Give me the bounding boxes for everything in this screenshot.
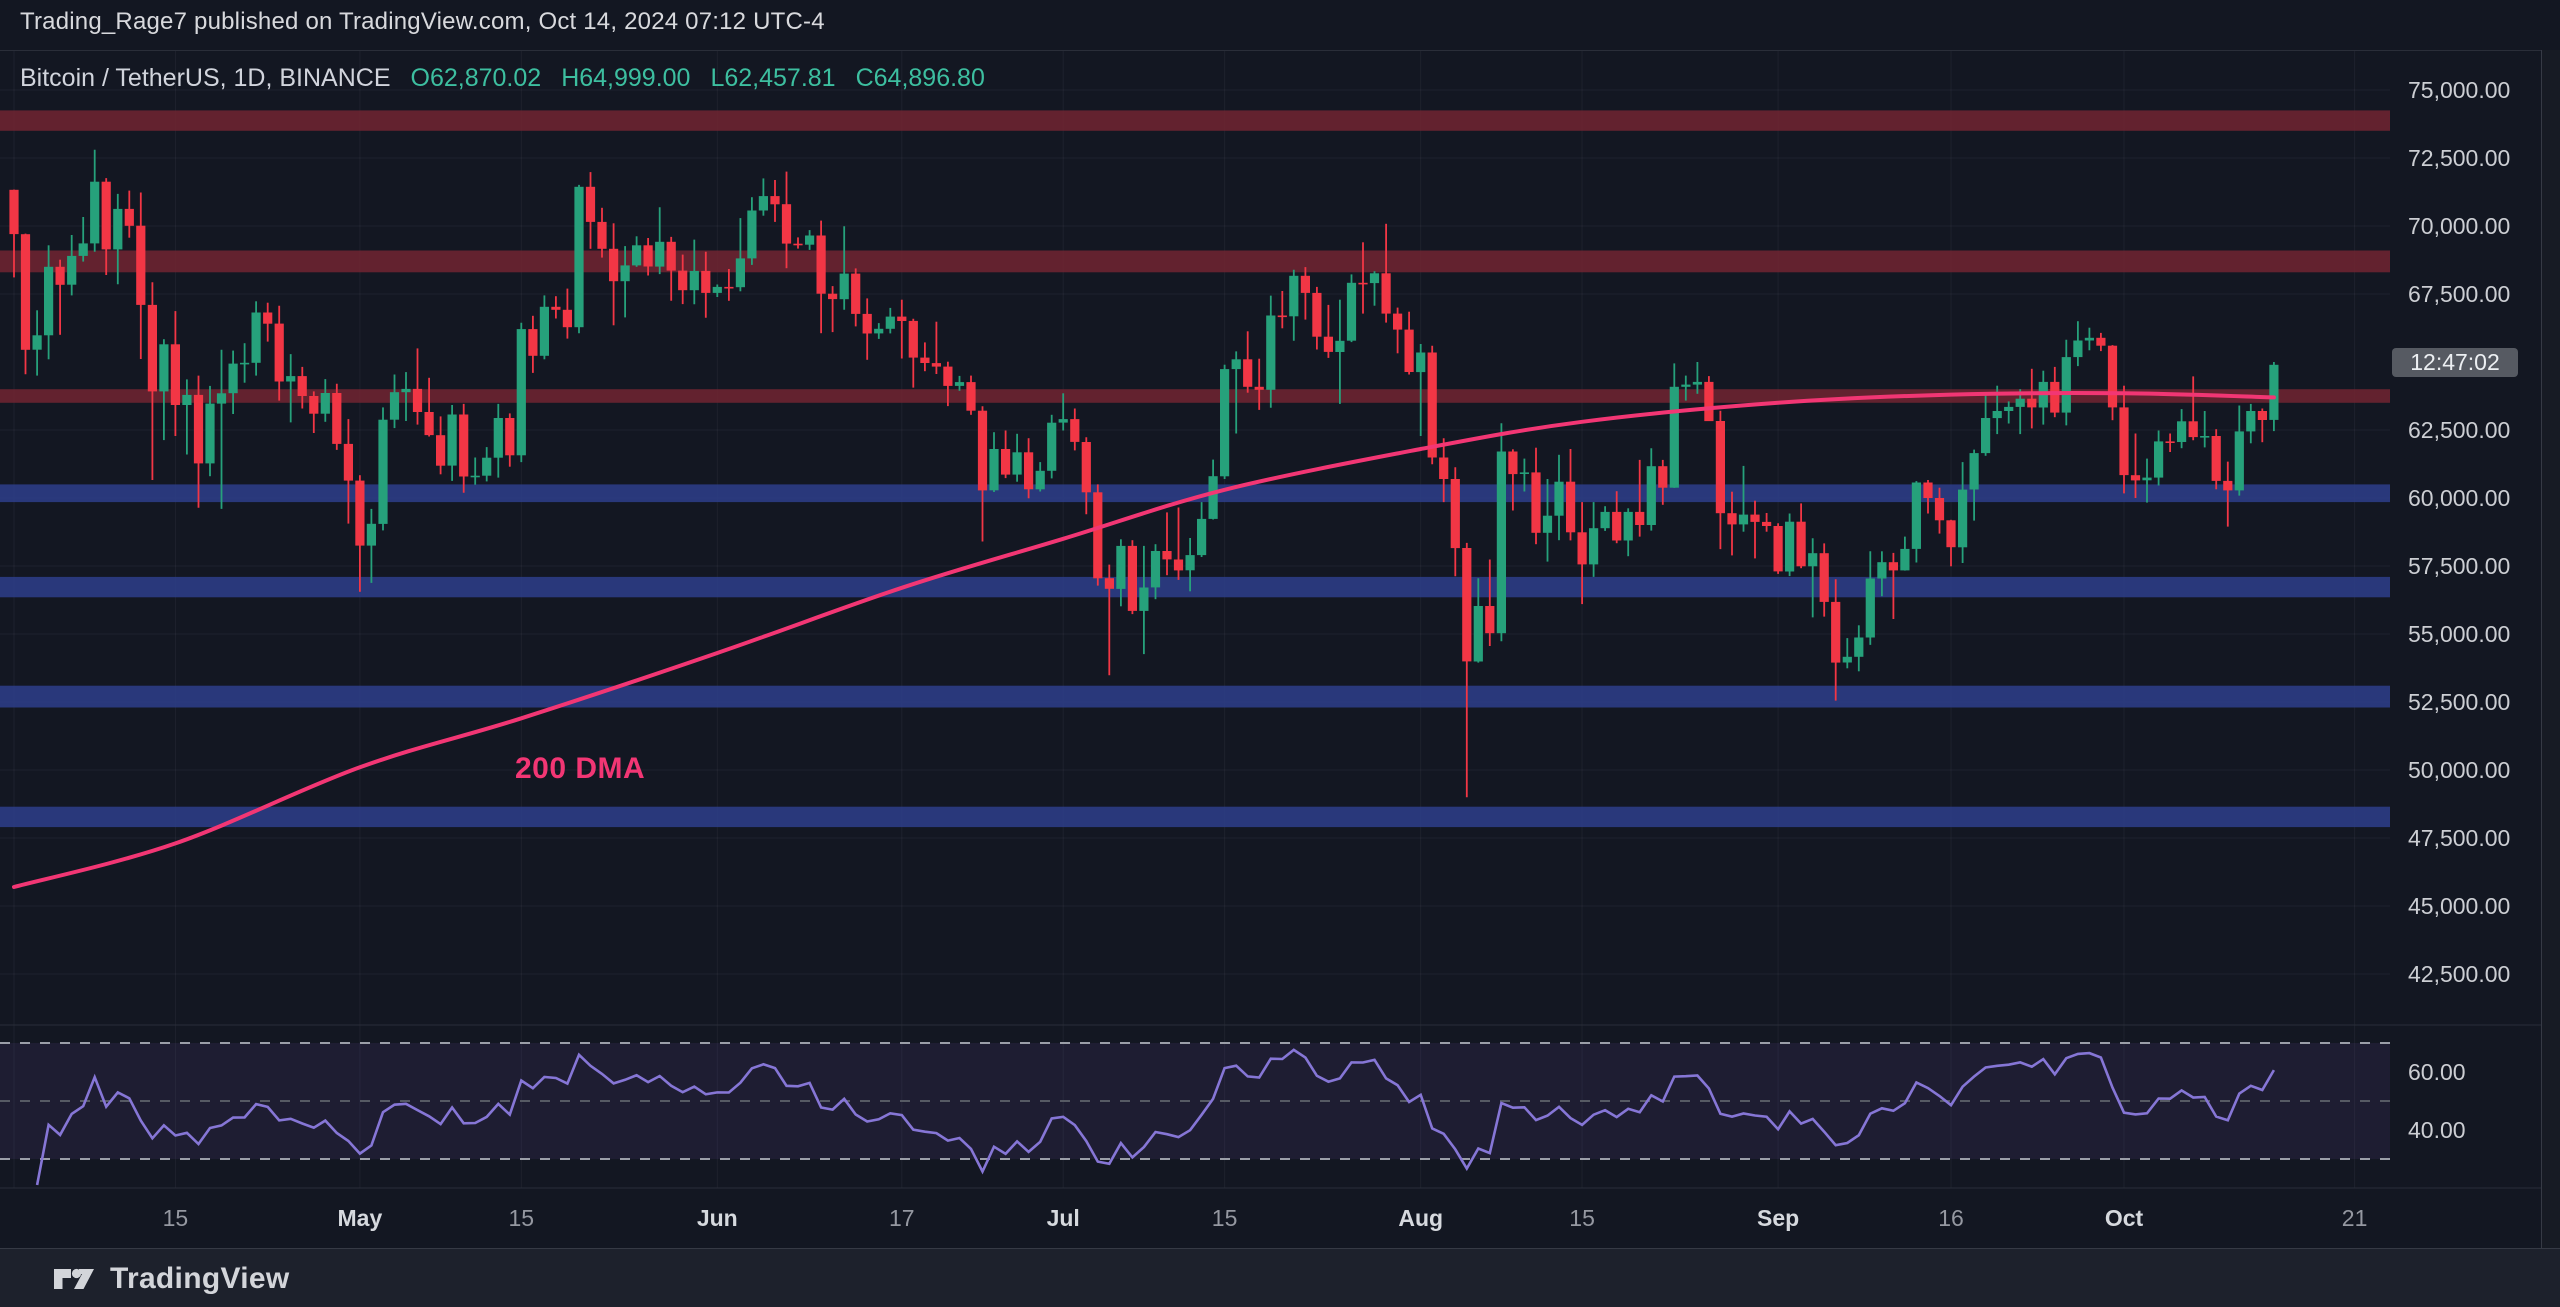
countdown-text: 12:47:02 [2410, 349, 2500, 375]
time-tick-label: Aug [1398, 1205, 1443, 1231]
time-tick-label: 15 [163, 1205, 189, 1231]
support-zone [0, 806, 2390, 828]
time-tick-label: Oct [2105, 1205, 2144, 1231]
chart-canvas[interactable]: 75,000.00 72,500.00 70,000.00 67,500.00 62,5… [0, 50, 2560, 1248]
price-tick-label: 47,500.00 [2408, 825, 2510, 851]
time-tick-label: 15 [509, 1205, 535, 1231]
header-separator [0, 50, 2560, 51]
publish-attribution: Trading_Rage7 published on TradingView.c… [20, 8, 825, 35]
ohlc-low: L62,457.81 [710, 64, 836, 92]
price-tick-label: 57,500.00 [2408, 553, 2510, 579]
time-tick-label: 15 [1569, 1205, 1595, 1231]
ma-200-label: 200 DMA [515, 752, 646, 785]
ohlc-close: C64,896.80 [855, 64, 985, 92]
time-tick-label: 15 [1212, 1205, 1238, 1231]
price-tick-label: 62,500.00 [2408, 417, 2510, 443]
time-tick-label: Jun [697, 1205, 738, 1231]
time-tick-label: 16 [1938, 1205, 1964, 1231]
resistance-zone [0, 250, 2390, 273]
symbol-info-bar: Bitcoin / TetherUS, 1D, BINANCE O62,870.… [20, 64, 985, 93]
price-tick-label: 75,000.00 [2408, 77, 2510, 103]
rsi-tick-label: 40.00 [2408, 1117, 2466, 1143]
time-tick-label: May [338, 1205, 383, 1231]
grid [0, 51, 2390, 1188]
price-tick-label: 70,000.00 [2408, 213, 2510, 239]
time-tick-label: Sep [1757, 1205, 1799, 1231]
symbol-title: Bitcoin / TetherUS, 1D, BINANCE [20, 64, 391, 92]
ma-200-line [12, 391, 2276, 889]
sr-zones [0, 110, 2390, 828]
tradingview-logo-icon[interactable] [52, 1263, 96, 1295]
support-zone [0, 576, 2390, 598]
support-zone [0, 685, 2390, 708]
ohlc-open: O62,870.02 [410, 64, 542, 92]
price-tick-label: 67,500.00 [2408, 281, 2510, 307]
time-tick-label: 17 [889, 1205, 915, 1231]
price-tick-label: 42,500.00 [2408, 961, 2510, 987]
rsi-bands [0, 1042, 2390, 1160]
bar-close-countdown: 12:47:02 [2392, 348, 2518, 377]
support-zone [0, 484, 2390, 503]
price-scale[interactable]: 75,000.00 72,500.00 70,000.00 67,500.00 62,5… [2408, 77, 2510, 1143]
price-tick-label: 72,500.00 [2408, 145, 2510, 171]
resistance-zone [0, 389, 2390, 403]
price-tick-label: 52,500.00 [2408, 689, 2510, 715]
right-margin [2542, 50, 2560, 1248]
candlestick-series [9, 149, 2279, 798]
time-scale[interactable]: 15 May 15 Jun 17 Jul 15 Aug 15 Sep 16 Oct 21 [163, 1205, 2368, 1231]
price-tick-label: 55,000.00 [2408, 621, 2510, 647]
footer-bar: TradingView [0, 1248, 2560, 1307]
chart-right-border [2541, 50, 2542, 1248]
time-tick-label: Jul [1047, 1205, 1080, 1231]
brand-text: TradingView [110, 1261, 290, 1295]
rsi-line [35, 1048, 2276, 1186]
price-tick-label: 60,000.00 [2408, 485, 2510, 511]
rsi-tick-label: 60.00 [2408, 1059, 2466, 1085]
ohlc-high: H64,999.00 [561, 64, 691, 92]
resistance-zone [0, 110, 2390, 131]
price-tick-label: 45,000.00 [2408, 893, 2510, 919]
time-tick-label: 21 [2342, 1205, 2368, 1231]
price-tick-label: 50,000.00 [2408, 757, 2510, 783]
